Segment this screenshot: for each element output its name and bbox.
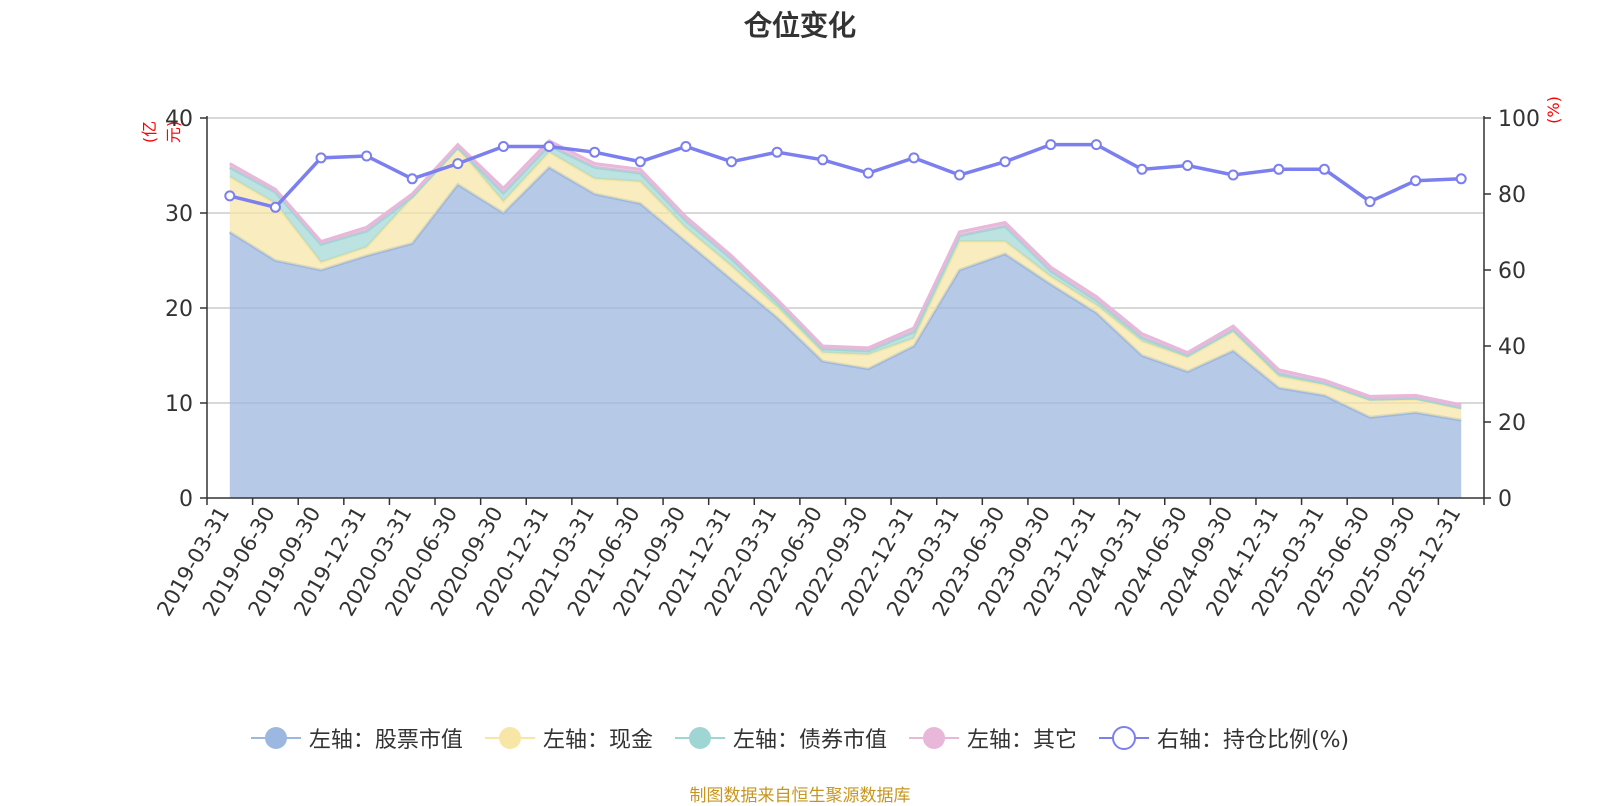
- holding-ratio-point: [634, 156, 646, 168]
- legend-label: 左轴：债券市值: [732, 728, 887, 753]
- right-axis-tick-label: 40: [1498, 335, 1526, 360]
- holding-ratio-point: [954, 169, 966, 181]
- chart-title: 仓位变化: [743, 9, 856, 42]
- legend-marker-icon: [908, 727, 959, 749]
- legend-marker-icon: [484, 727, 535, 749]
- holding-ratio-point: [589, 146, 601, 158]
- holding-ratio-point: [497, 141, 509, 152]
- legend-label: 左轴：股票市值: [308, 728, 463, 753]
- area-4: [229, 140, 1462, 408]
- legend-label: 右轴：持仓比例(%): [1156, 728, 1350, 753]
- holding-ratio-point: [817, 154, 829, 166]
- holding-ratio-point: [862, 167, 874, 179]
- area-2: [229, 148, 1462, 421]
- legend-label: 左轴：其它: [966, 728, 1077, 753]
- holding-ratio-point: [725, 156, 737, 168]
- legend-item[interactable]: 左轴：债券市值: [674, 722, 887, 754]
- right-axis-tick-label: 80: [1498, 183, 1526, 208]
- holding-ratio-point: [315, 152, 327, 164]
- right-axis-tick-label: 0: [1498, 487, 1512, 512]
- holding-ratio-point: [361, 150, 373, 162]
- legend-marker-icon: [1098, 726, 1149, 750]
- holding-ratio-point: [1182, 160, 1194, 171]
- holding-ratio-point: [1227, 169, 1239, 181]
- left-axis-tick-label: 20: [165, 297, 193, 322]
- area-line-4: [229, 138, 1462, 407]
- legend-label: 左轴：现金: [542, 728, 653, 753]
- left-axis-tick-label: 30: [165, 202, 193, 227]
- holding-ratio-line: [229, 142, 1462, 210]
- legend-item[interactable]: 左轴：其它: [908, 722, 1077, 754]
- right-axis-tick-label: 100: [1498, 107, 1540, 132]
- holding-ratio-point: [908, 152, 920, 164]
- holding-ratio-point: [224, 190, 236, 202]
- legend-item[interactable]: 左轴：股票市值: [250, 722, 463, 754]
- holding-ratio-point: [1136, 163, 1148, 175]
- left-axis-tick-label: 40: [165, 107, 193, 132]
- holding-ratio-point: [269, 201, 281, 213]
- legend-marker-icon: [674, 727, 725, 749]
- holding-ratio-point: [680, 141, 692, 152]
- left-axis-tick-label: 0: [179, 487, 193, 512]
- right-axis-tick-label: 60: [1498, 259, 1526, 284]
- holding-ratio-point: [999, 156, 1011, 168]
- holding-ratio-point: [543, 141, 555, 152]
- legend-marker-icon: [250, 727, 301, 749]
- holding-ratio-point: [406, 173, 418, 185]
- left-axis-tick-label: 10: [165, 392, 193, 417]
- legend-item[interactable]: 右轴：持仓比例(%): [1098, 722, 1350, 754]
- holding-ratio-point: [1045, 139, 1057, 151]
- area-1: [229, 167, 1462, 498]
- chart-legend: 左轴：股票市值 左轴：现金 左轴：债券市值 左轴：其它 右轴：持仓比例(%): [0, 722, 1600, 754]
- holding-ratio-point: [1410, 175, 1422, 187]
- holding-ratio-point: [1273, 163, 1285, 175]
- legend-item[interactable]: 左轴：现金: [484, 722, 653, 754]
- holding-ratio-point: [1455, 173, 1467, 185]
- right-axis-tick-label: 20: [1498, 411, 1526, 436]
- holding-ratio-point: [1318, 163, 1330, 175]
- holding-ratio-point: [452, 158, 464, 170]
- holding-ratio-point: [1364, 196, 1376, 208]
- holding-ratio-point: [771, 146, 783, 158]
- data-source-note: 制图数据来自恒生聚源数据库: [689, 786, 911, 806]
- holding-ratio-point: [1090, 139, 1102, 151]
